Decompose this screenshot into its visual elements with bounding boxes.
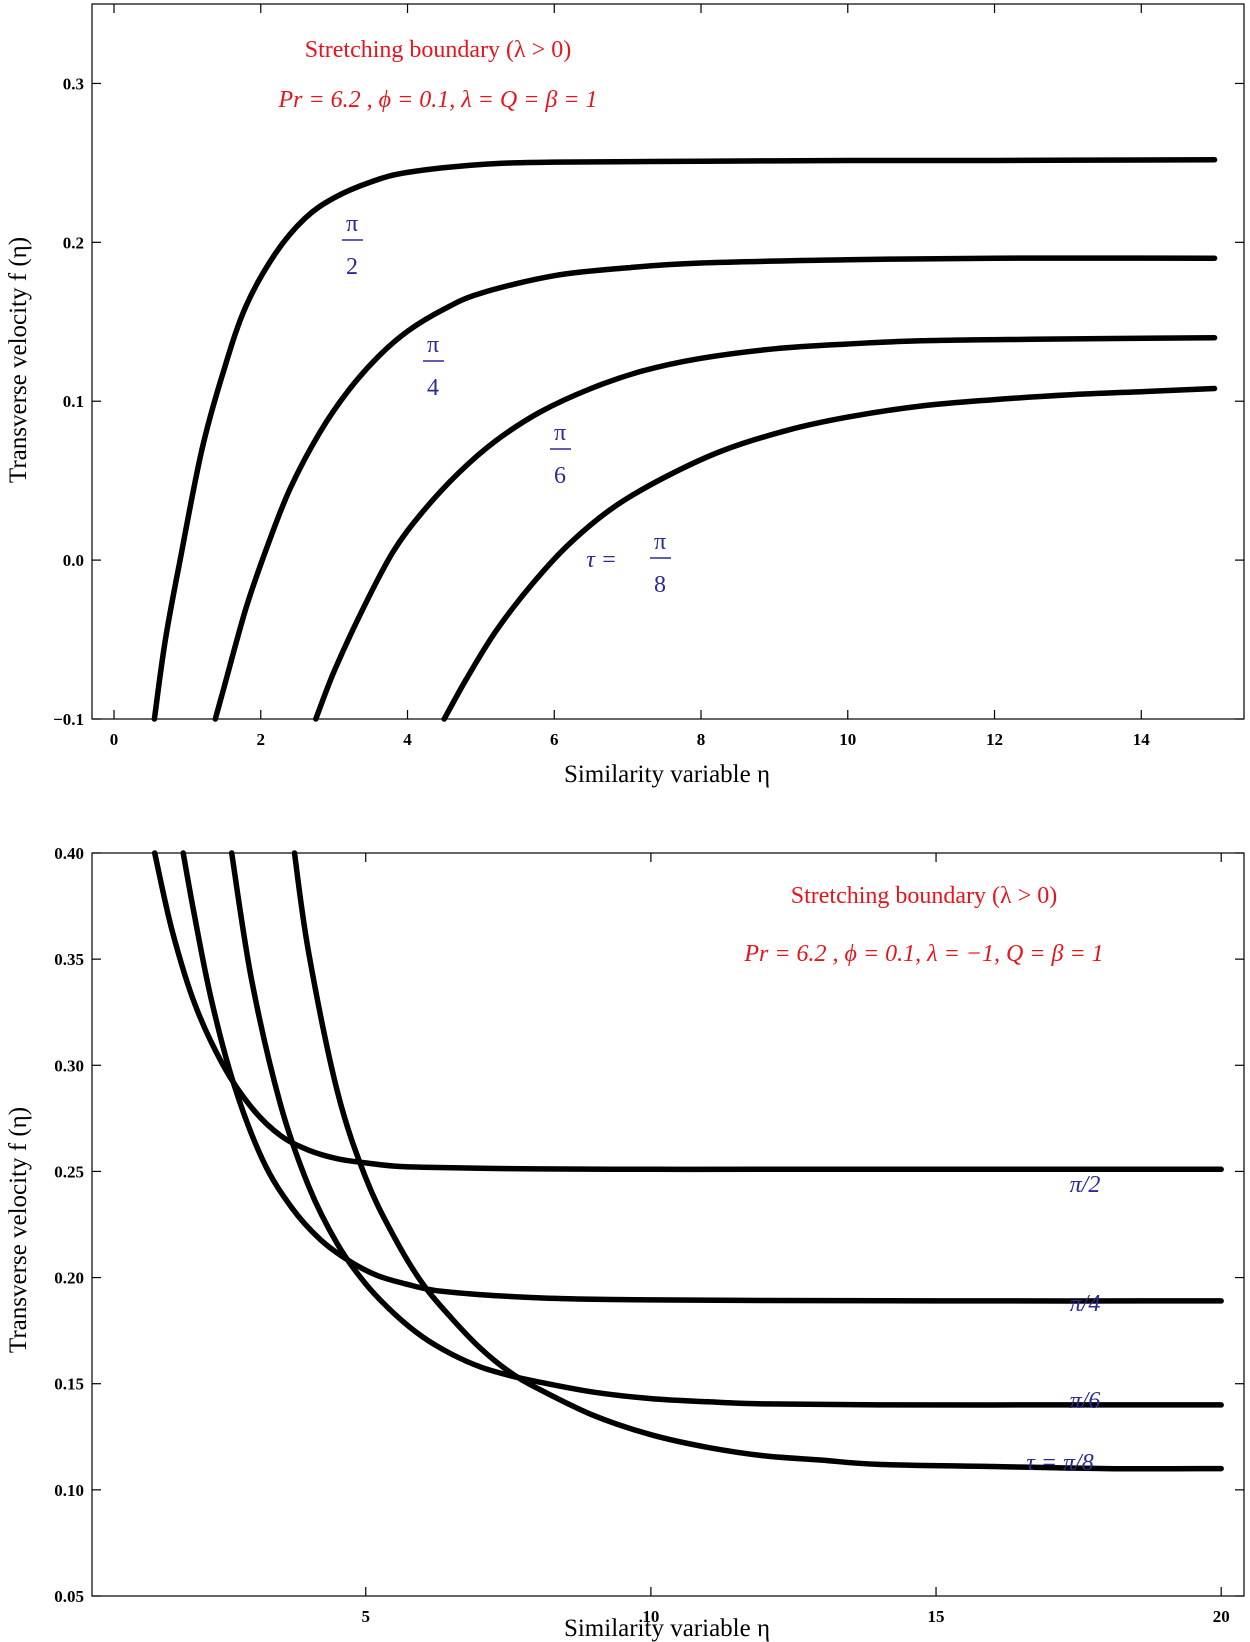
top-curves xyxy=(151,156,1218,722)
top-x-tick-label: 12 xyxy=(986,730,1003,749)
bottom-series-line-1 xyxy=(151,850,1224,1173)
top-y-tick-label: 0.2 xyxy=(63,233,84,252)
bottom-curve-label-pi-8: τ = π/8 xyxy=(1026,1450,1093,1476)
bottom-curve-label-pi-2: π/2 xyxy=(1070,1172,1101,1198)
top-x-tick-label: 10 xyxy=(839,730,856,749)
top-curve-label-pi-4-num: π xyxy=(427,332,439,358)
top-x-axis-label: Similarity variable η xyxy=(564,761,770,788)
bottom-y-tick-label: 0.30 xyxy=(54,1056,84,1075)
bottom-x-tick-label: 10 xyxy=(642,1607,659,1626)
bottom-y-tick-label: 0.25 xyxy=(54,1162,84,1181)
top-y-tick-label: −0.1 xyxy=(53,710,84,729)
bottom-y-tick-label: 0.20 xyxy=(54,1269,84,1288)
top-x-tick-label: 14 xyxy=(1133,730,1151,749)
top-series-line-4 xyxy=(441,385,1218,722)
top-curve-label-pi-6-num: π xyxy=(554,420,566,446)
top-x-tick-label: 8 xyxy=(697,730,706,749)
top-curve-label-tau-prefix: τ = xyxy=(586,547,617,573)
top-curve-label-pi-2-num: π xyxy=(346,211,358,237)
top-annotation-params: Pr = 6.2 , ϕ = 0.1, λ = Q = β = 1 xyxy=(277,87,597,113)
bottom-x-tick-label: 20 xyxy=(1213,1607,1230,1626)
bottom-x-axis-label: Similarity variable η xyxy=(564,1615,770,1642)
bottom-curves xyxy=(151,850,1224,1472)
bottom-y-tick-label: 0.05 xyxy=(54,1587,84,1606)
bottom-curve-label-pi-4: π/4 xyxy=(1070,1291,1101,1317)
bottom-y-tick-label: 0.10 xyxy=(54,1481,84,1500)
bottom-series-line-4 xyxy=(291,850,1224,1472)
top-curve-label-pi-4-den: 4 xyxy=(427,375,439,401)
bottom-x-tick-label: 5 xyxy=(361,1607,370,1626)
bottom-plot-frame xyxy=(91,852,1245,1597)
top-axis-ticks: 0 2 4 6 8 10 12 14 −0.1 0.0 0.1 0.2 0.3 xyxy=(53,4,1244,749)
top-x-tick-label: 0 xyxy=(110,730,119,749)
top-series-line-1 xyxy=(151,156,1218,722)
bottom-y-tick-label: 0.40 xyxy=(54,844,84,863)
top-curve-label-pi-8: τ = π 8 xyxy=(586,529,671,598)
top-curve-label-pi-8-den: 8 xyxy=(654,572,666,598)
top-curve-label-pi-6-den: 6 xyxy=(554,463,566,489)
top-curve-label-pi-2: π 2 xyxy=(342,211,363,280)
bottom-y-tick-label: 0.15 xyxy=(54,1375,84,1394)
top-y-tick-label: 0.3 xyxy=(63,74,84,93)
top-x-tick-label: 6 xyxy=(550,730,559,749)
top-annotation-title: Stretching boundary (λ > 0) xyxy=(305,37,571,63)
top-curve-label-pi-4: π 4 xyxy=(423,332,444,401)
bottom-annotation-params: Pr = 6.2 , ϕ = 0.1, λ = −1, Q = β = 1 xyxy=(743,941,1103,967)
top-series-line-3 xyxy=(313,334,1218,722)
bottom-axis-ticks: 5 10 15 20 0.05 0.10 0.15 0.20 0.25 0.30 0.35 0.40 xyxy=(54,844,1244,1626)
bottom-series-line-2 xyxy=(180,850,1224,1304)
top-y-tick-label: 0.0 xyxy=(63,551,84,570)
top-curve-label-pi-6: π 6 xyxy=(550,420,571,489)
bottom-x-tick-label: 15 xyxy=(928,1607,945,1626)
top-curve-label-pi-2-den: 2 xyxy=(346,254,358,280)
bottom-chart: 5 10 15 200.050.100.150.200.250.300.350.40 … xyxy=(5,844,1245,1642)
bottom-y-tick-label: 0.35 xyxy=(54,950,84,969)
top-x-tick-label: 2 xyxy=(257,730,266,749)
top-y-tick-label: 0.1 xyxy=(63,392,84,411)
top-curve-label-pi-8-num: π xyxy=(654,529,666,555)
top-y-axis-label: Transverse velocity f (η) xyxy=(5,237,32,483)
bottom-series-line-3 xyxy=(228,850,1224,1408)
top-chart: 0 2 4 6 8 10 12 14 −0.1 0.0 0.1 0.2 0.3 Stretching b… xyxy=(5,3,1245,788)
top-series-line-2 xyxy=(212,255,1218,722)
top-x-tick-label: 4 xyxy=(403,730,412,749)
bottom-annotation-title: Stretching boundary (λ > 0) xyxy=(791,883,1057,909)
bottom-curve-label-pi-6: π/6 xyxy=(1070,1388,1101,1414)
top-plot-frame xyxy=(91,3,1245,720)
bottom-y-axis-label: Transverse velocity f (η) xyxy=(5,1107,32,1353)
